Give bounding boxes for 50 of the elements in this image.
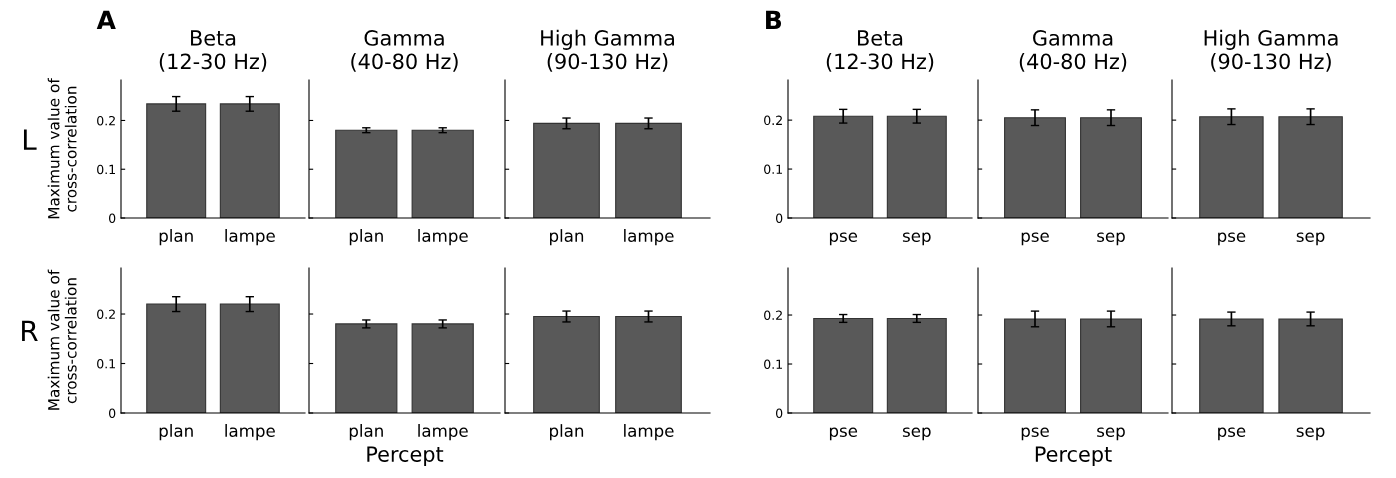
x-tick-label: pse: [1218, 427, 1246, 441]
x-tick-label: lampe: [624, 424, 674, 441]
chart-title: Beta (12-30 Hz): [159, 30, 267, 72]
x-tick-label: pse: [1218, 232, 1246, 246]
y-tick-label: 0: [776, 408, 783, 418]
x-tick-label: sep: [1296, 232, 1325, 246]
x-axis-title: Percept: [1035, 446, 1112, 466]
x-tick-label: pse: [829, 427, 858, 441]
y-tick-label: 0.2: [97, 115, 115, 126]
y-tick-label: 0.1: [97, 164, 115, 175]
x-tick-label: lampe: [418, 229, 468, 246]
x-tick-label: sep: [1097, 232, 1125, 246]
y-tick-label: 0: [776, 213, 783, 223]
x-tick-label: lampe: [225, 424, 275, 441]
x-tick-label: pse: [1021, 232, 1049, 246]
x-tick-label: pse: [829, 232, 858, 246]
x-tick-label: pse: [1021, 427, 1049, 441]
y-tick-label: 0.2: [97, 309, 115, 319]
text: R: [22, 320, 38, 341]
x-tick-label: plan: [550, 424, 584, 441]
chart-title: High Gamma (90-130 Hz): [541, 29, 674, 72]
x-tick-label: plan: [550, 229, 584, 246]
y-tick-label: 0.2: [764, 115, 782, 126]
chart-title: Gamma (40-80 Hz): [1019, 30, 1127, 72]
x-tick-label: lampe: [225, 229, 275, 246]
y-tick-label: 0.1: [764, 359, 782, 369]
text: L: [23, 129, 37, 150]
x-tick-label: plan: [159, 229, 193, 246]
x-tick-label: sep: [902, 427, 931, 441]
x-axis-title: Percept: [367, 446, 444, 466]
text: A: [96, 10, 116, 29]
x-tick-label: sep: [902, 232, 931, 246]
x-tick-label: plan: [349, 424, 383, 441]
y-tick-label: 0.1: [97, 358, 115, 369]
text: B: [766, 10, 782, 29]
x-tick-label: lampe: [418, 424, 468, 441]
x-tick-label: sep: [1296, 427, 1325, 441]
y-tick-label: 0: [109, 213, 116, 223]
y-axis-title: Maximum value of cross-correlation: [47, 77, 77, 219]
x-tick-label: plan: [349, 229, 383, 246]
y-tick-label: 0: [109, 408, 116, 418]
y-axis-title: Maximum value of cross-correlation: [47, 269, 77, 410]
y-tick-label: 0.2: [764, 310, 782, 320]
x-tick-label: sep: [1097, 427, 1125, 441]
x-tick-label: lampe: [624, 229, 674, 246]
x-tick-label: plan: [159, 424, 193, 441]
chart-title: Beta (12-30 Hz): [826, 30, 934, 72]
chart-title: Gamma (40-80 Hz): [351, 30, 458, 72]
y-tick-label: 0.1: [764, 164, 782, 174]
chart-title: High Gamma (90-130 Hz): [1204, 29, 1338, 72]
